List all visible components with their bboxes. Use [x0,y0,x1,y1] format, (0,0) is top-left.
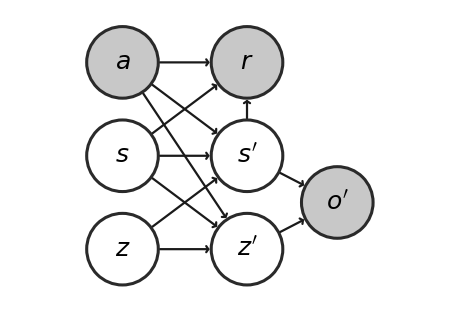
Text: $a$: $a$ [115,51,130,74]
Text: $o'$: $o'$ [326,191,349,214]
Text: $s$: $s$ [115,144,130,167]
Circle shape [87,214,158,285]
Circle shape [87,27,158,98]
Circle shape [211,27,283,98]
Text: $z'$: $z'$ [237,237,258,261]
Circle shape [211,214,283,285]
Text: $z$: $z$ [115,238,130,261]
Text: $s'$: $s'$ [237,144,257,168]
Circle shape [211,120,283,191]
Text: $r$: $r$ [240,51,254,74]
Circle shape [302,167,373,238]
Circle shape [87,120,158,191]
